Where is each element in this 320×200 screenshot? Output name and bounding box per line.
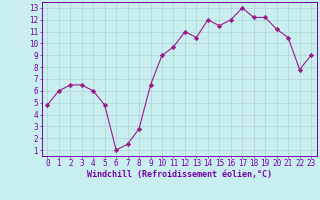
X-axis label: Windchill (Refroidissement éolien,°C): Windchill (Refroidissement éolien,°C): [87, 170, 272, 179]
